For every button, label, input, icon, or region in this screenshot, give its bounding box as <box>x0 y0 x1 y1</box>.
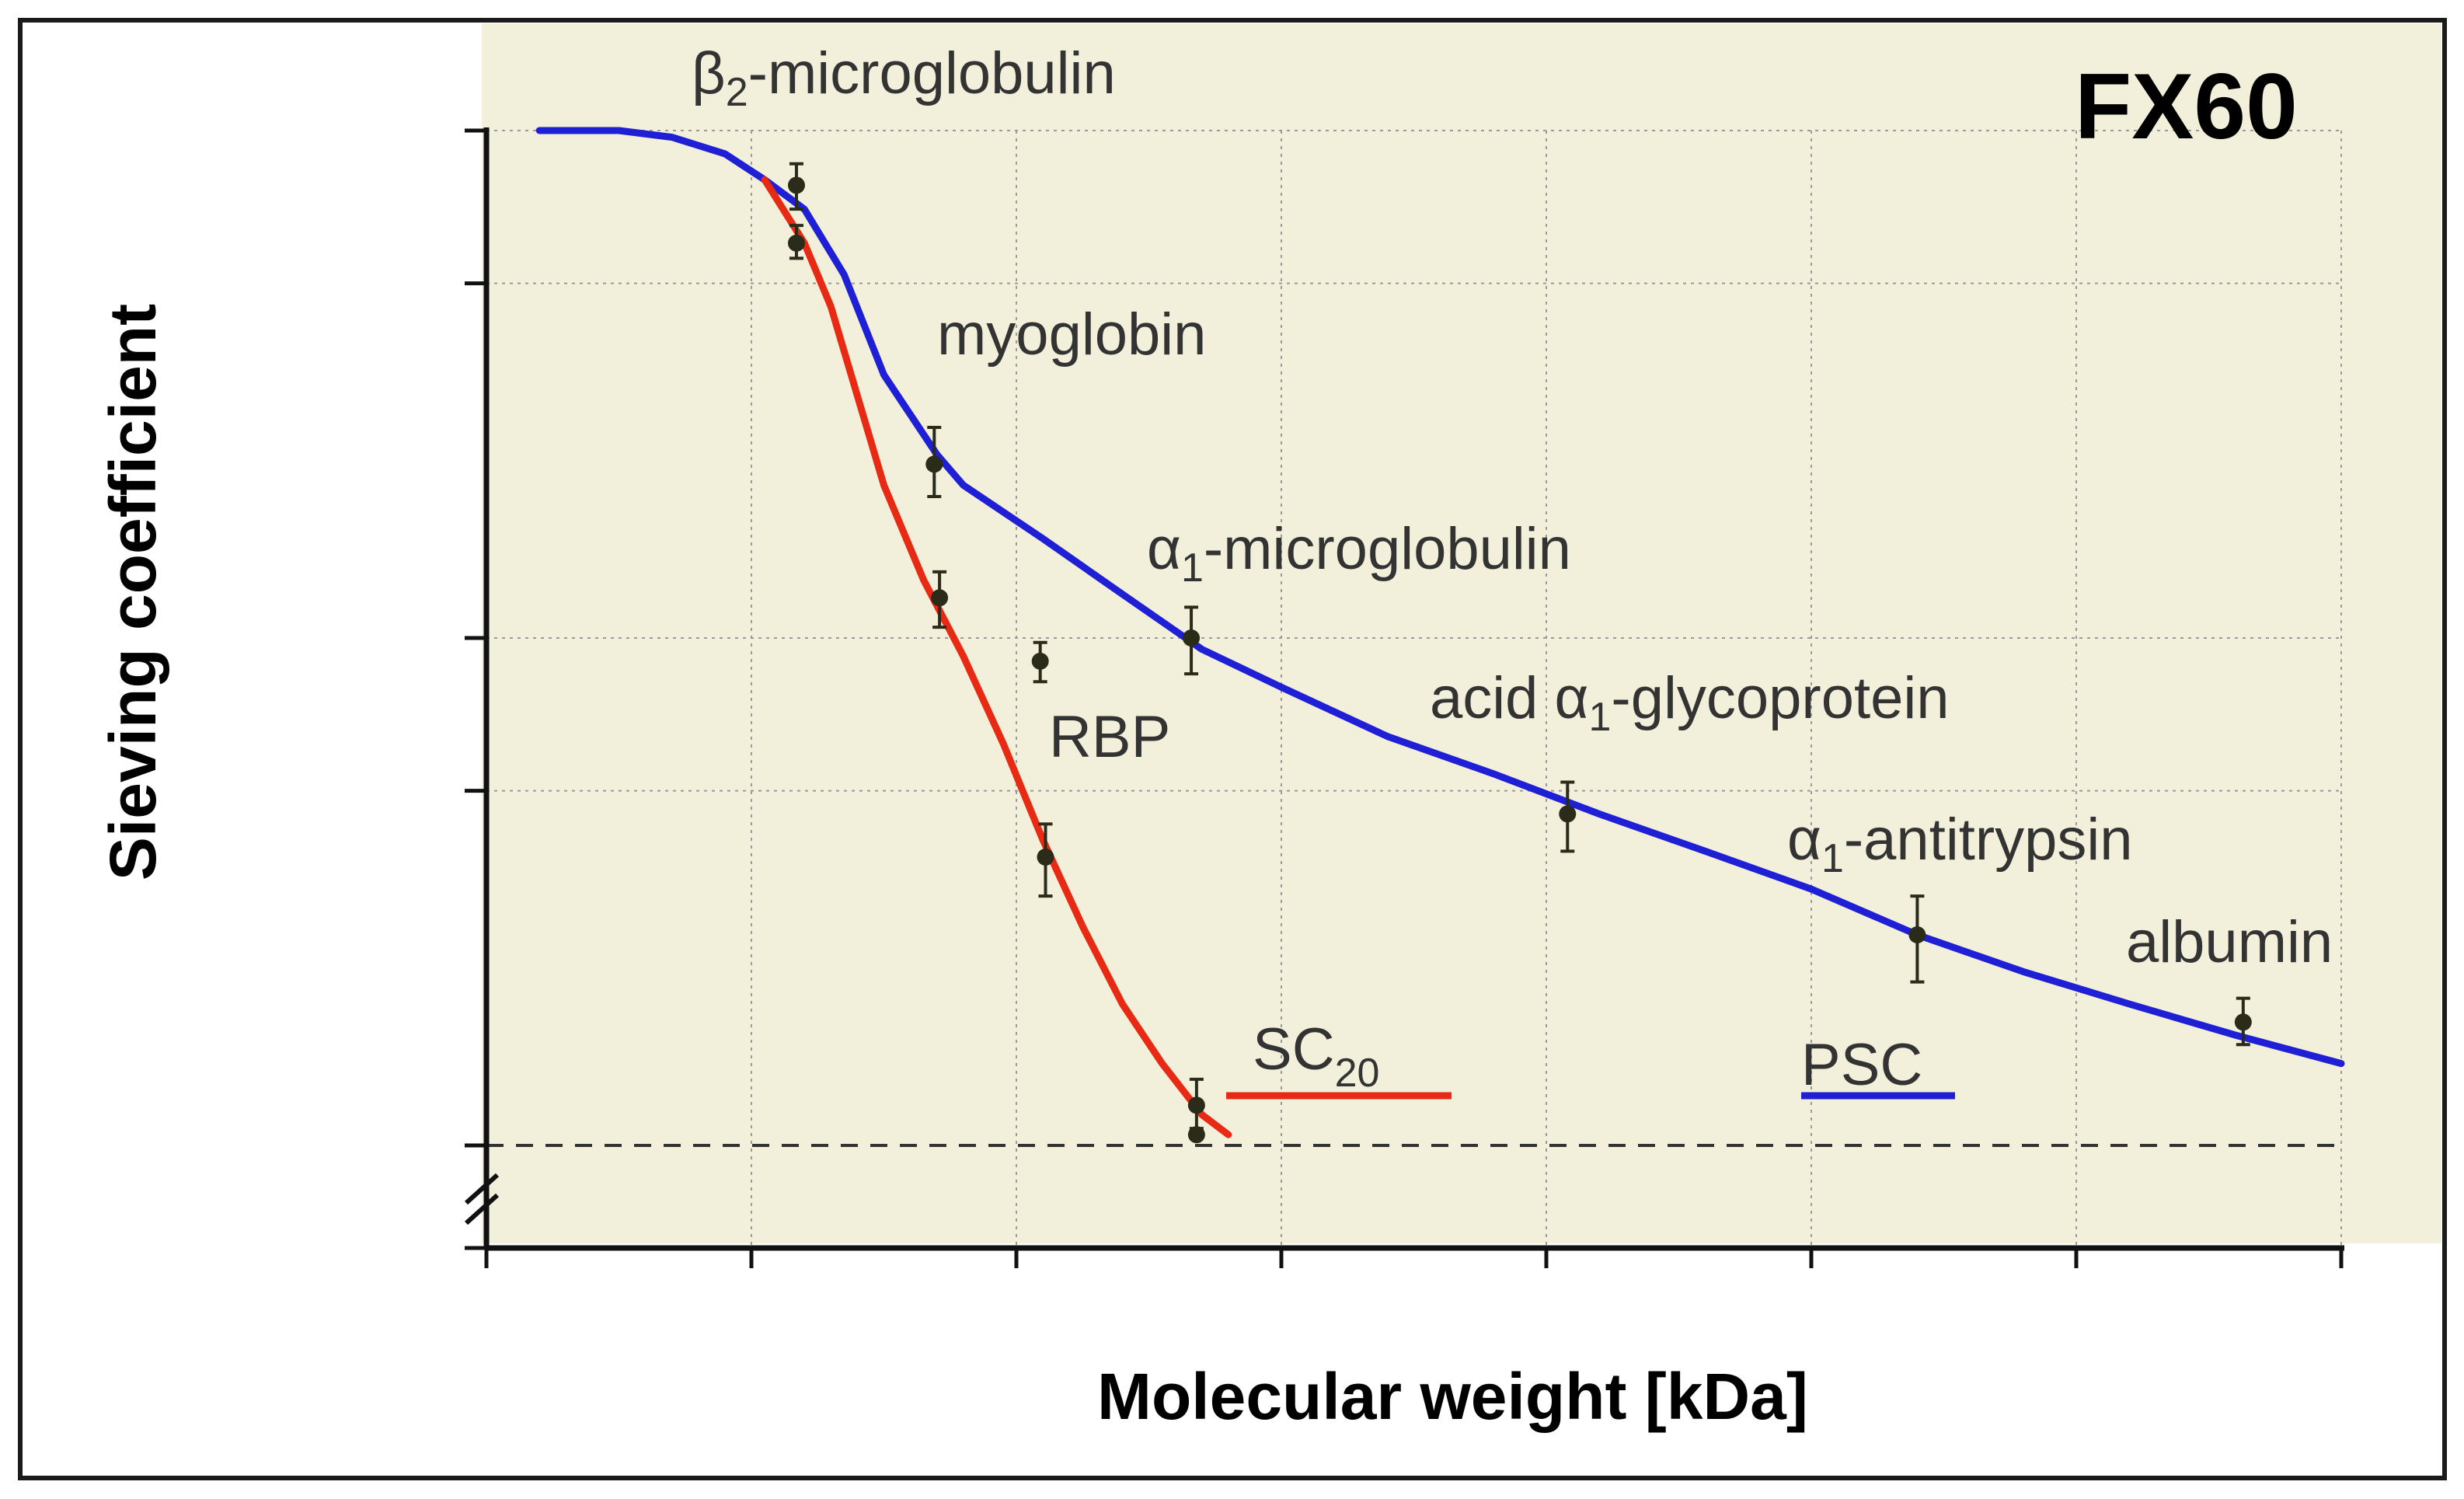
legend-label-sub: 20 <box>1335 1051 1380 1096</box>
annotation-b2m-sub: 2 <box>726 70 748 115</box>
data-point <box>787 234 805 252</box>
annotation-alb-text: albumin <box>2126 909 2333 975</box>
annotation-aat-text: -antitrypsin <box>1844 807 2133 873</box>
annotation-alb: albumin <box>2126 909 2333 975</box>
data-point <box>931 589 949 607</box>
annotation-aat-greek: α <box>1787 807 1821 873</box>
legend-label-psc: PSC <box>1801 1032 1922 1098</box>
plot-background <box>482 23 2441 1243</box>
axis-break-mark <box>464 1193 500 1225</box>
data-point <box>2234 1013 2252 1031</box>
grid-lines <box>486 130 2342 1248</box>
axes <box>464 127 2344 1268</box>
annotation-rbp: RBP <box>1049 704 1170 770</box>
annotation-b2m: β2-microglobulin <box>692 40 1116 115</box>
legend-label-main: SC <box>1253 1016 1335 1082</box>
data-point <box>1183 629 1201 647</box>
data-point <box>1187 1096 1205 1114</box>
series-layer <box>535 127 2345 1144</box>
annotation-agp-sub: 1 <box>1588 695 1611 740</box>
annotation-a1m-greek: α <box>1147 516 1181 582</box>
annotation-myo-text: myoglobin <box>937 302 1206 368</box>
legend-label-sc20: SC20 <box>1253 1016 1379 1096</box>
y-axis-title: Sieving coefficient <box>96 304 169 880</box>
annotation-agp: acid α1-glycoprotein <box>1430 665 1950 740</box>
annotation-a1m-text: -microglobulin <box>1204 516 1571 582</box>
data-point <box>1031 652 1049 670</box>
annotation-b2m-greek: β <box>692 40 726 106</box>
annotation-myo: myoglobin <box>937 302 1206 368</box>
data-point <box>925 455 943 473</box>
data-point <box>1908 926 1926 944</box>
annotation-aat: α1-antitrypsin <box>1787 807 2133 881</box>
annotations-layer: β2-microglobulinmyoglobinα1-microglobuli… <box>692 40 2333 975</box>
annotation-agp-greek: acid α <box>1430 665 1588 731</box>
data-point <box>1559 805 1577 823</box>
annotation-agp-text: -glycoprotein <box>1611 665 1949 731</box>
annotation-a1m: α1-microglobulin <box>1147 516 1571 591</box>
annotation-b2m-text: -microglobulin <box>748 40 1116 106</box>
annotation-rbp-text: RBP <box>1049 704 1170 770</box>
annotation-a1m-sub: 1 <box>1181 546 1204 591</box>
data-point <box>1187 1126 1205 1144</box>
chart-title: FX60 <box>2075 54 2298 159</box>
axis-break-mark <box>464 1173 500 1205</box>
legend: SC20 PSC <box>1226 1016 1955 1100</box>
annotation-aat-sub: 1 <box>1821 836 1844 881</box>
series-line-sc20 <box>761 176 1232 1138</box>
x-axis-title: Molecular weight [kDa] <box>1097 1360 1808 1433</box>
data-point <box>787 176 805 194</box>
series-line-psc <box>535 127 2345 1068</box>
legend-label-main: PSC <box>1801 1032 1922 1098</box>
data-point <box>1037 848 1054 866</box>
